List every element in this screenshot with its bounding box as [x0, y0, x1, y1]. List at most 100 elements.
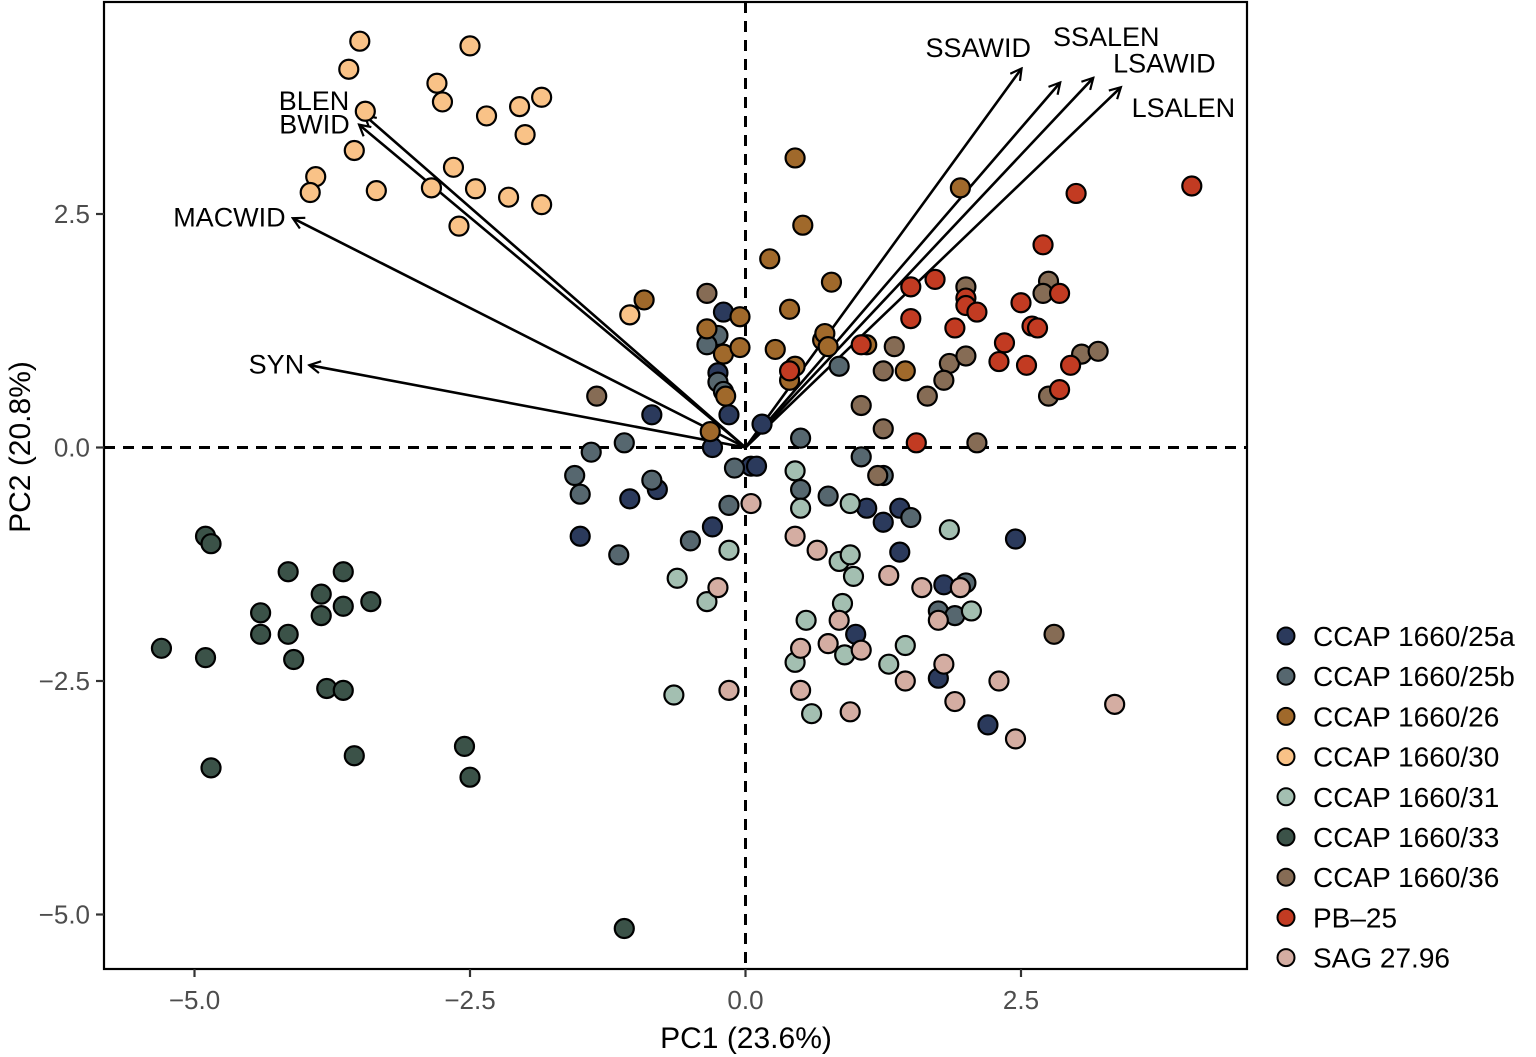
- data-point: [283, 648, 305, 671]
- legend-item: PB–25: [1276, 902, 1397, 933]
- loading-label: SSAWID: [925, 33, 1031, 63]
- panel-border: [102, 0, 1249, 971]
- data-point: [666, 567, 688, 589]
- loading-arrow: [360, 125, 747, 449]
- data-point: [784, 525, 806, 547]
- data-point: [718, 494, 740, 517]
- data-point: [1004, 528, 1027, 550]
- data-point: [360, 591, 382, 613]
- legend-item: CCAP 1660/36: [1276, 862, 1499, 893]
- legend-label: CCAP 1660/30: [1313, 742, 1499, 773]
- data-point: [911, 576, 933, 599]
- data-point: [431, 91, 454, 113]
- data-point: [900, 308, 922, 330]
- data-point: [569, 525, 591, 547]
- data-point: [723, 457, 746, 479]
- data-point: [343, 139, 365, 162]
- loading-arrow: [744, 88, 1121, 449]
- y-tick-label: −5.0: [39, 900, 90, 930]
- data-point: [872, 511, 894, 533]
- data-point: [867, 464, 889, 487]
- data-point: [707, 576, 729, 599]
- data-point: [310, 583, 332, 605]
- legend-label: CCAP 1660/36: [1313, 862, 1499, 893]
- data-point: [349, 30, 371, 52]
- data-point: [354, 100, 376, 122]
- y-tick-label: 0.0: [54, 433, 90, 463]
- legend: CCAP 1660/25a CCAP 1660/25b CCAP 1660/26 CC…: [1276, 621, 1515, 974]
- data-point: [960, 600, 983, 622]
- data-point: [332, 595, 354, 617]
- data-point: [1015, 354, 1038, 376]
- data-point: [759, 248, 781, 270]
- data-point: [949, 576, 971, 599]
- data-point: [878, 653, 900, 675]
- series-group: [150, 525, 635, 940]
- legend-swatch: [1276, 907, 1296, 927]
- data-point: [459, 35, 481, 57]
- data-point: [977, 714, 999, 736]
- data-point: [1065, 182, 1087, 205]
- loading-label: LSALEN: [1132, 93, 1236, 123]
- reference-lines: [104, 2, 1247, 969]
- data-point: [442, 156, 465, 178]
- data-point: [927, 609, 949, 631]
- data-point: [949, 177, 971, 199]
- data-point: [475, 105, 498, 127]
- data-point: [1048, 378, 1071, 401]
- loading-label: SYN: [249, 349, 305, 379]
- loading-arrow: [310, 365, 746, 449]
- data-point: [613, 432, 635, 454]
- data-point: [569, 483, 591, 505]
- legend-swatch: [1276, 867, 1296, 887]
- y-tick-label: −2.5: [39, 666, 90, 696]
- data-point: [878, 564, 900, 587]
- data-point: [338, 58, 360, 80]
- loading-label: BLEN: [279, 86, 350, 116]
- data-point: [916, 385, 938, 407]
- data-point: [277, 623, 299, 645]
- data-point: [839, 544, 861, 566]
- data-point: [817, 336, 839, 358]
- x-tick-label: −2.5: [444, 985, 495, 1015]
- data-point: [745, 455, 768, 477]
- data-point: [1048, 282, 1071, 304]
- data-point: [448, 215, 470, 237]
- data-point: [564, 464, 586, 487]
- data-point: [988, 670, 1010, 692]
- legend-swatch: [1276, 827, 1296, 847]
- data-point: [831, 592, 854, 615]
- data-point: [699, 421, 721, 443]
- data-point: [933, 369, 955, 391]
- data-point: [1010, 292, 1032, 314]
- data-point: [806, 539, 828, 561]
- data-point: [789, 679, 812, 701]
- legend-swatch: [1276, 787, 1296, 807]
- series-group: [778, 175, 1203, 454]
- data-point: [883, 336, 905, 358]
- loading-label: BWID: [279, 109, 350, 139]
- legend-label: CCAP 1660/26: [1313, 701, 1499, 732]
- data-point: [955, 345, 977, 367]
- data-point: [784, 460, 806, 482]
- data-point: [900, 276, 922, 298]
- legend-swatch: [1276, 706, 1296, 726]
- legend-swatch: [1276, 666, 1296, 686]
- data-point: [531, 194, 553, 216]
- data-point: [751, 413, 773, 435]
- data-point: [1059, 354, 1082, 376]
- x-axis-title: PC1 (23.6%): [660, 1022, 832, 1055]
- data-point: [993, 332, 1016, 354]
- data-point: [586, 385, 608, 407]
- data-point: [784, 147, 806, 169]
- loading-arrow: [744, 79, 1093, 449]
- legend-item: CCAP 1660/31: [1276, 782, 1499, 813]
- data-point: [508, 95, 531, 118]
- data-point: [944, 317, 966, 339]
- data-point: [817, 485, 839, 507]
- data-point: [310, 605, 332, 627]
- data-point: [924, 268, 946, 290]
- data-point: [696, 318, 718, 340]
